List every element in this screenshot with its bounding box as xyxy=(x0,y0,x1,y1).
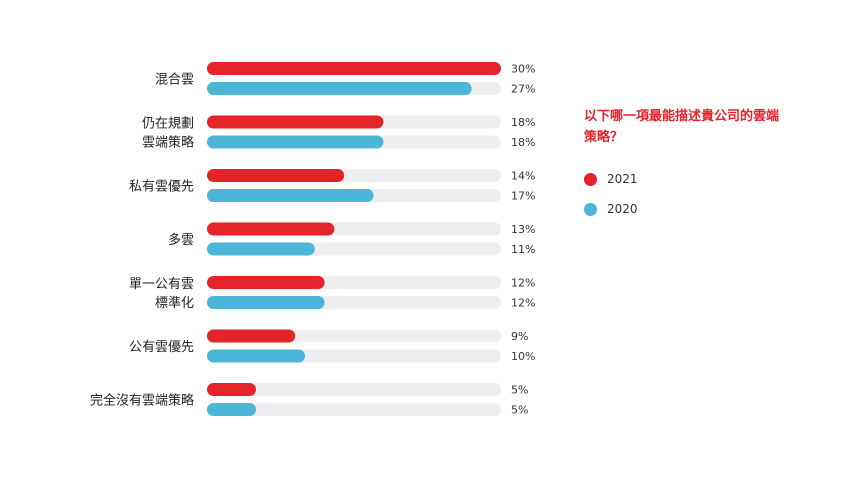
value-label: 18% xyxy=(511,116,535,129)
value-label: 27% xyxy=(511,83,535,96)
legend-item-2020: 2020 xyxy=(584,202,824,216)
value-label: 5% xyxy=(511,384,528,397)
bar-2020-5 xyxy=(207,296,325,309)
bar-2021-6 xyxy=(207,329,296,343)
value-label: 30% xyxy=(511,63,535,76)
bar-2021-2 xyxy=(207,115,384,129)
bar-2021-5 xyxy=(207,276,325,289)
value-label: 10% xyxy=(511,350,535,363)
bar-2020-7 xyxy=(207,403,256,416)
value-label: 13% xyxy=(511,223,535,236)
legend-item-2021: 2021 xyxy=(584,172,824,186)
category-label: 私有雲優先 xyxy=(129,180,194,195)
bar-track xyxy=(207,383,501,396)
bar-2020-4 xyxy=(207,242,315,256)
bar-2021-4 xyxy=(207,222,335,236)
bar-2020-2 xyxy=(207,135,384,149)
legend-label-2020: 2020 xyxy=(607,202,638,216)
category-label: 雲端策略 xyxy=(142,135,194,151)
bar-2021-7 xyxy=(207,383,256,396)
value-label: 12% xyxy=(511,297,535,310)
value-label: 5% xyxy=(511,404,528,417)
bar-2020-3 xyxy=(207,189,374,202)
bar-2020-6 xyxy=(207,349,305,363)
category-label: 完全沒有雲端策略 xyxy=(90,393,194,409)
value-label: 9% xyxy=(511,330,528,343)
category-label: 多雲 xyxy=(168,232,194,248)
chart-title: 以下哪一項最能描述貴公司的雲端策略？ xyxy=(584,109,780,145)
bar-track xyxy=(207,403,501,416)
bar-2021-1 xyxy=(207,62,501,75)
value-label: 17% xyxy=(511,190,535,203)
category-label: 混合雲 xyxy=(155,73,194,88)
category-label: 仍在規劃 xyxy=(142,117,194,132)
category-label: 單一公有雲 xyxy=(129,277,194,292)
bar-2020-1 xyxy=(207,82,472,95)
legend-label-2021: 2021 xyxy=(607,172,638,186)
category-label: 公有雲優先 xyxy=(129,340,194,355)
value-label: 12% xyxy=(511,277,535,290)
legend: 以下哪一項最能描述貴公司的雲端策略？ 2021 2020 xyxy=(584,106,824,216)
value-label: 14% xyxy=(511,170,535,183)
legend-swatch-2021 xyxy=(584,172,597,186)
category-label: 標準化 xyxy=(155,295,194,311)
value-label: 11% xyxy=(511,243,535,256)
value-label: 18% xyxy=(511,136,535,149)
bar-2021-3 xyxy=(207,169,345,182)
legend-swatch-2020 xyxy=(584,202,597,216)
